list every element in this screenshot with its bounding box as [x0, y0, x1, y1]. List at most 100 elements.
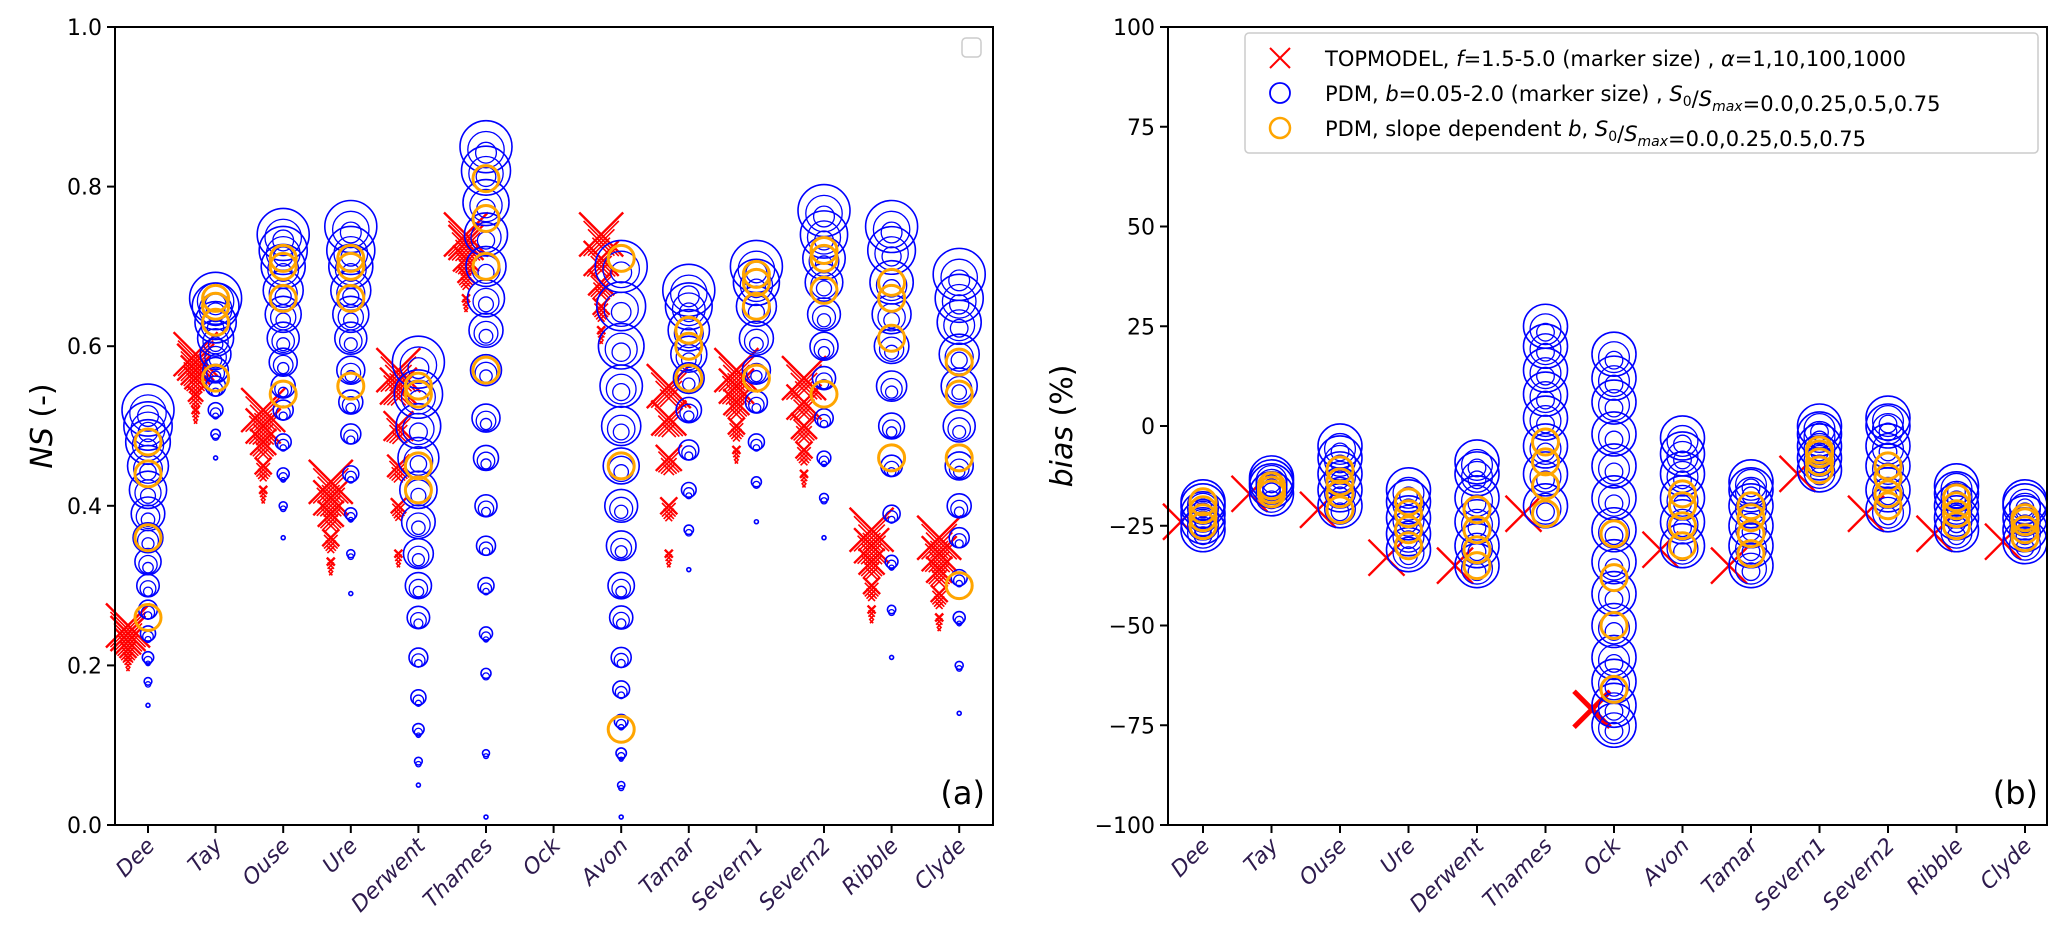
pdm-circle-marker — [952, 610, 967, 625]
pdm-circle-marker — [887, 515, 896, 524]
pdm-circle-marker — [335, 355, 366, 385]
pdm-circle-marker — [1591, 602, 1637, 649]
pdm-slope-circle-marker — [1325, 479, 1355, 509]
pdm-slope-circle-marker — [674, 331, 704, 361]
pdm-circle-marker — [954, 539, 964, 549]
pdm-circle-marker — [684, 528, 693, 537]
pdm-circle-marker — [1604, 526, 1624, 546]
pdm-slope-circle-marker — [1394, 499, 1423, 529]
pdm-circle-marker — [675, 396, 703, 424]
pdm-circle-marker — [613, 504, 629, 520]
pdm-circle-marker — [194, 300, 238, 344]
pdm-circle-marker — [128, 470, 168, 510]
pdm-circle-marker — [465, 245, 507, 288]
pdm-circle-marker — [141, 650, 155, 664]
pdm-circle-marker — [339, 221, 362, 244]
pdm-circle-marker — [276, 467, 291, 481]
pdm-slope-circle-marker — [268, 251, 298, 281]
pdm-circle-marker — [1597, 644, 1631, 677]
pdm-circle-marker — [664, 282, 713, 331]
pdm-circle-marker — [1734, 532, 1768, 565]
pdm-circle-marker — [1604, 701, 1624, 721]
pdm-circle-marker — [343, 337, 358, 352]
pdm-slope-circle-marker — [1599, 674, 1629, 704]
pdm-circle-marker — [678, 302, 699, 323]
pdm-circle-marker — [338, 329, 363, 354]
pdm-slope-circle-marker — [403, 379, 433, 409]
pdm-circle-marker — [611, 342, 631, 362]
pdm-circle-marker — [1591, 634, 1637, 681]
pdm-circle-marker — [956, 620, 963, 627]
xtick-label-ribble: Ribble — [837, 834, 903, 900]
pdm-circle-marker — [667, 308, 711, 352]
pdm-circle-marker — [1728, 482, 1774, 529]
pdm-circle-marker — [409, 455, 428, 473]
pdm-circle-marker — [1323, 432, 1357, 466]
panel-b-ylabel-var: bias — [1045, 426, 1080, 487]
pdm-circle-marker — [819, 419, 829, 429]
pdm-circle-marker — [1522, 371, 1569, 417]
pdm-circle-marker — [1591, 355, 1637, 401]
pdm-circle-marker — [677, 285, 700, 308]
topmodel-x-marker — [916, 514, 963, 561]
pdm-circle-marker — [881, 419, 902, 439]
topmodel-x-marker — [663, 548, 674, 568]
pdm-circle-marker — [611, 578, 632, 599]
legend-frame — [1244, 32, 2039, 154]
pdm-circle-marker — [1454, 439, 1500, 485]
pdm-circle-marker — [1604, 430, 1624, 450]
ytick-label: −100 — [1095, 814, 1155, 839]
pdm-circle-marker — [602, 447, 641, 485]
xtick-label-severn1: Severn1 — [687, 834, 769, 916]
pdm-circle-marker — [943, 309, 976, 342]
panel-b-yticks: −100 −75 −50 −25 0 25 50 75 100 — [1095, 16, 1168, 839]
pdm-circle-marker — [463, 212, 509, 257]
pdm-circle-marker — [2015, 526, 2035, 546]
xtick-label-tay: Tay — [184, 833, 229, 878]
pdm-circle-marker — [140, 605, 156, 620]
pdm-circle-marker — [1392, 520, 1425, 553]
pdm-circle-marker — [886, 466, 897, 477]
pdm-circle-marker — [1597, 452, 1631, 485]
pdm-circle-marker — [872, 210, 911, 249]
pdm-circle-marker — [472, 444, 500, 472]
pdm-circle-marker — [605, 530, 637, 562]
pdm-circle-marker — [482, 636, 490, 643]
pdm-circle-marker — [2015, 514, 2035, 534]
pdm-slope-circle-marker — [944, 571, 974, 601]
pdm-slope-circle-marker — [1736, 519, 1766, 549]
pdm-circle-marker — [1871, 412, 1905, 446]
topmodel-x-marker — [799, 469, 809, 489]
pdm-circle-marker — [342, 312, 359, 329]
ytick-label: 50 — [1127, 216, 1155, 241]
panel-a-ylabel-unit: (-) — [25, 383, 60, 427]
pdm-circle-marker — [212, 412, 220, 420]
legend-entry-2: PDM, b=0.05-2.0 (marker size) , S0/Smax=… — [1269, 82, 1941, 116]
pdm-circle-marker — [864, 199, 919, 254]
pdm-circle-marker — [1529, 460, 1562, 493]
pdm-circle-marker — [603, 488, 639, 523]
pdm-circle-marker — [469, 188, 503, 223]
pdm-circle-marker — [1673, 470, 1692, 490]
pdm-slope-circle-marker — [944, 347, 974, 377]
pdm-circle-marker — [399, 346, 438, 385]
pdm-slope-circle-marker — [1668, 531, 1697, 561]
pdm-circle-marker — [1604, 622, 1624, 641]
pdm-circle-marker — [144, 681, 152, 688]
pdm-circle-marker — [202, 356, 230, 384]
pdm-slope-circle-marker — [2010, 503, 2040, 533]
topmodel-x-marker — [325, 556, 336, 576]
pdm-circle-marker — [1666, 484, 1699, 517]
pdm-slope-circle-marker — [1531, 471, 1560, 501]
pdm-circle-marker — [344, 369, 358, 383]
pdm-slope-circle-marker — [336, 283, 366, 313]
pdm-circle-marker — [1604, 590, 1624, 610]
pdm-circle-marker — [1529, 313, 1562, 346]
pdm-circle-marker — [886, 604, 897, 615]
topmodel-x-marker — [379, 366, 418, 407]
pdm-circle-marker — [885, 426, 898, 438]
pdm-circle-marker — [610, 537, 633, 560]
pdm-circle-marker — [1529, 381, 1562, 414]
pdm-circle-marker — [145, 660, 151, 667]
